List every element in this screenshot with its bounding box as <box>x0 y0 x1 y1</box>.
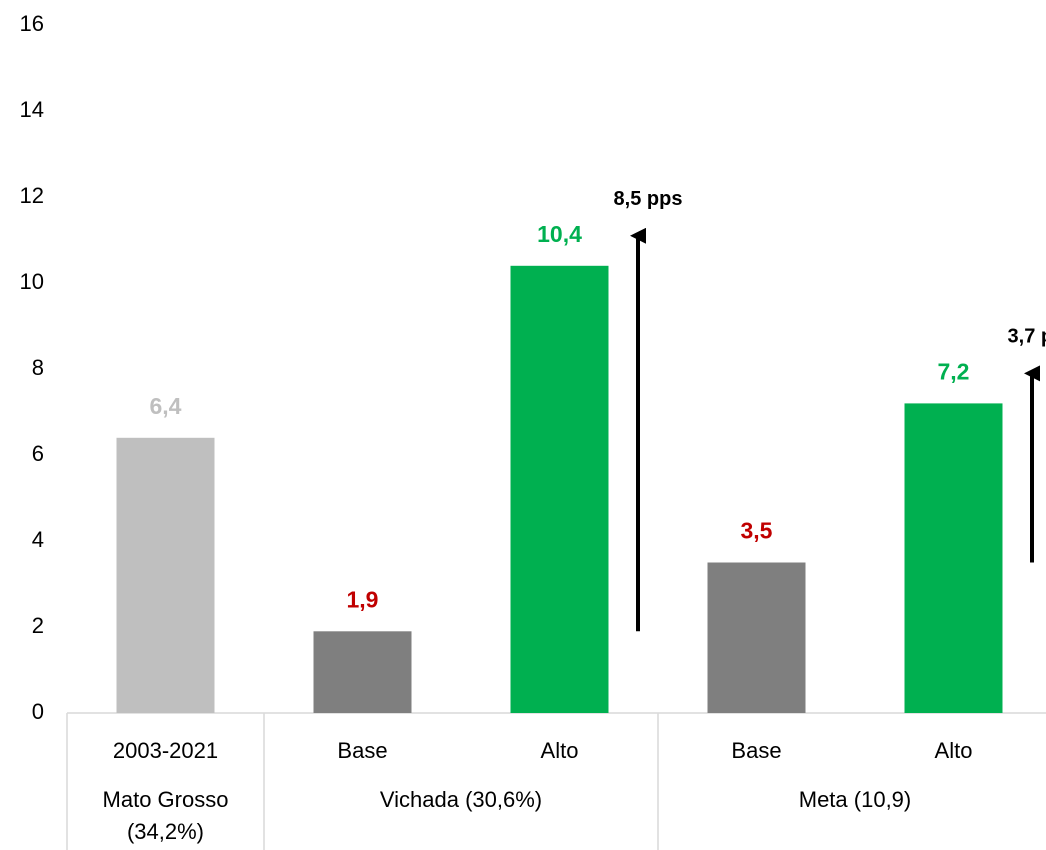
bar <box>116 437 215 713</box>
group-label-box: Vichada (30,6%) <box>379 787 543 812</box>
y-tick-label: 4 <box>32 527 44 552</box>
x-tick-label: Alto <box>935 738 973 763</box>
x-tick-label: Base <box>731 738 781 763</box>
bar <box>510 265 609 713</box>
group-label-box: Meta (10,9) <box>798 787 912 812</box>
annotation: 3,7 pps <box>1008 326 1046 348</box>
group-label-box: Mato Grosso (34,2%) <box>102 787 229 844</box>
y-tick-label: 8 <box>32 355 44 380</box>
x-tick-label: 2003-2021 <box>113 738 218 763</box>
group-label: Meta (10,9) <box>798 787 912 812</box>
data-label: 1,9 <box>347 586 379 612</box>
x-tick-label: Base <box>337 738 387 763</box>
y-tick-label: 6 <box>32 441 44 466</box>
y-tick-label: 10 <box>20 269 44 294</box>
y-tick-label: 2 <box>32 613 44 638</box>
bar <box>904 403 1003 713</box>
data-label: 3,5 <box>741 518 773 544</box>
group-label: Mato Grosso (34,2%) <box>102 787 229 844</box>
bar <box>707 562 806 713</box>
group-label: Vichada (30,6%) <box>379 787 543 812</box>
data-label: 6,4 <box>150 393 182 419</box>
y-tick-label: 14 <box>20 97 44 122</box>
data-label: 10,4 <box>537 221 582 247</box>
annotation: 8,5 pps <box>614 188 683 210</box>
y-tick-label: 12 <box>20 183 44 208</box>
x-tick-label: Alto <box>541 738 579 763</box>
bar <box>313 631 412 713</box>
y-tick-label: 0 <box>32 699 44 724</box>
y-tick-label: 16 <box>20 11 44 36</box>
data-label: 7,2 <box>938 358 970 384</box>
